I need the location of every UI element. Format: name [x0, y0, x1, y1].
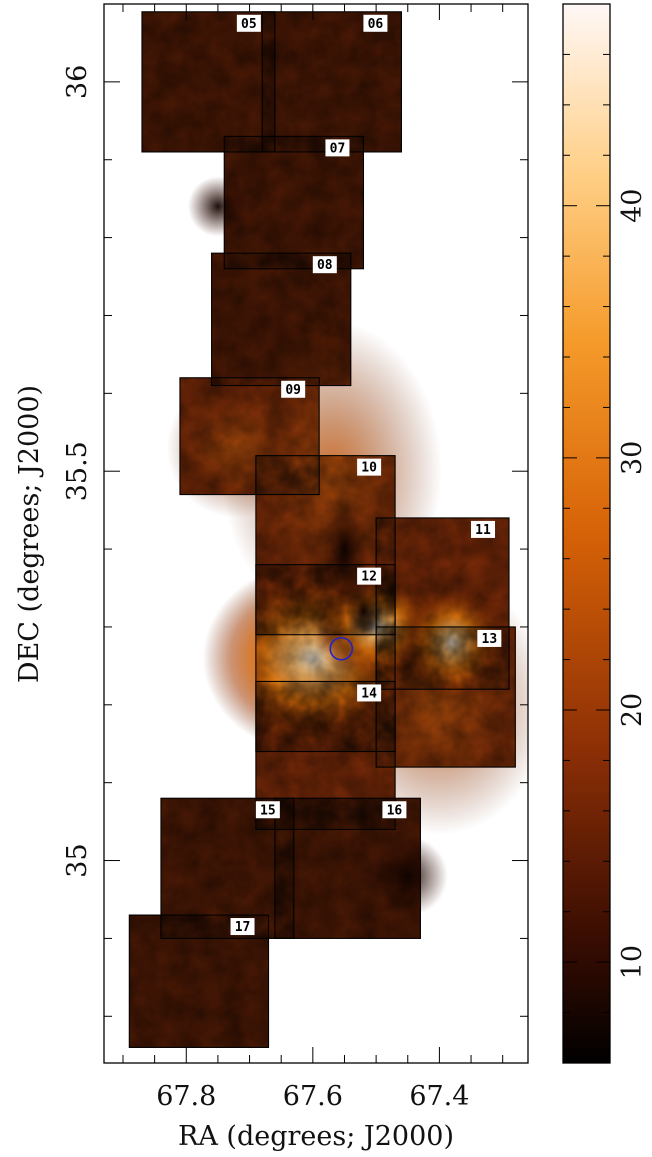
tile-12-outline — [255, 564, 396, 753]
tile-13-label-box — [477, 629, 502, 647]
tile-labels: 05 06 07 08 09 10 11 12 13 14 15 16 17 — [230, 14, 502, 936]
tile-17-outline — [128, 914, 270, 1048]
tile-14-label-box — [357, 684, 382, 702]
tile-06-label-box — [363, 14, 388, 32]
tile-17-label-box — [230, 918, 255, 936]
tile-13-label: 13 — [482, 632, 498, 647]
tile-08-label-box — [312, 256, 337, 274]
colorbar — [562, 3, 611, 1064]
tile-07-label: 07 — [330, 141, 346, 156]
tile-16-texture — [274, 798, 421, 939]
tile-11-outline — [375, 517, 510, 690]
colorbar-tick-label: 10 — [617, 945, 648, 979]
tile-08-label: 08 — [317, 258, 333, 273]
source-marker — [329, 636, 354, 661]
tile-16-outline — [274, 797, 421, 939]
tile-07-label-box — [325, 139, 350, 157]
tile-10-outline — [255, 455, 396, 636]
source-marker-circle — [329, 636, 354, 661]
tile-14-outline — [255, 680, 396, 830]
tile-12-label: 12 — [361, 570, 377, 585]
tile-10-label-box — [357, 458, 382, 476]
x-tick-label: 67.6 — [283, 1081, 343, 1112]
tile-06-label: 06 — [368, 17, 384, 32]
tile-09-outline — [179, 377, 320, 496]
y-tick-label: 36 — [62, 65, 93, 99]
tile-11-label: 11 — [475, 523, 491, 538]
x-tick-label: 67.4 — [409, 1081, 469, 1112]
tile-05-label: 05 — [241, 17, 257, 32]
plot-frame — [103, 3, 529, 1064]
tile-05-texture — [141, 11, 275, 152]
tile-05-outline — [141, 11, 276, 153]
y-axis: 35 35.5 36 — [62, 65, 528, 1017]
colorbar-tick-label: 40 — [617, 189, 648, 223]
y-axis-label: DEC (degrees; J2000) — [14, 385, 45, 683]
x-axis: 67.8 67.6 67.4 — [122, 4, 504, 1112]
colorbar-axis: 10 20 30 40 — [563, 53, 648, 1014]
tile-17-texture — [129, 915, 269, 1048]
tile-15-label-box — [255, 801, 280, 819]
tile-05-label-box — [236, 14, 261, 32]
tile-13-texture — [376, 626, 516, 768]
y-tick-label: 35 — [62, 843, 93, 877]
x-axis-label: RA (degrees; J2000) — [178, 1121, 454, 1152]
tile-09-label-box — [281, 380, 306, 398]
tile-15-outline — [160, 797, 295, 939]
tile-06-texture — [262, 11, 402, 152]
tile-16-label-box — [382, 801, 407, 819]
tile-14-label: 14 — [361, 686, 377, 701]
tile-08-texture — [211, 253, 351, 386]
y-tick-label: 35.5 — [62, 441, 93, 501]
tile-07-outline — [223, 135, 365, 270]
tile-12-label-box — [357, 567, 382, 585]
tile-10-label: 10 — [361, 461, 377, 476]
tile-17-label: 17 — [235, 920, 251, 935]
colorbar-tick-label: 30 — [617, 441, 648, 475]
colorbar-tick-label: 20 — [617, 693, 648, 727]
tile-16-label: 16 — [387, 803, 403, 818]
x-tick-label: 67.8 — [156, 1081, 216, 1112]
tile-outlines — [128, 11, 516, 1048]
tile-15-label: 15 — [260, 803, 276, 818]
tile-07-texture — [224, 136, 364, 269]
tile-11-label-box — [471, 520, 496, 538]
tile-09-label: 09 — [285, 383, 301, 398]
